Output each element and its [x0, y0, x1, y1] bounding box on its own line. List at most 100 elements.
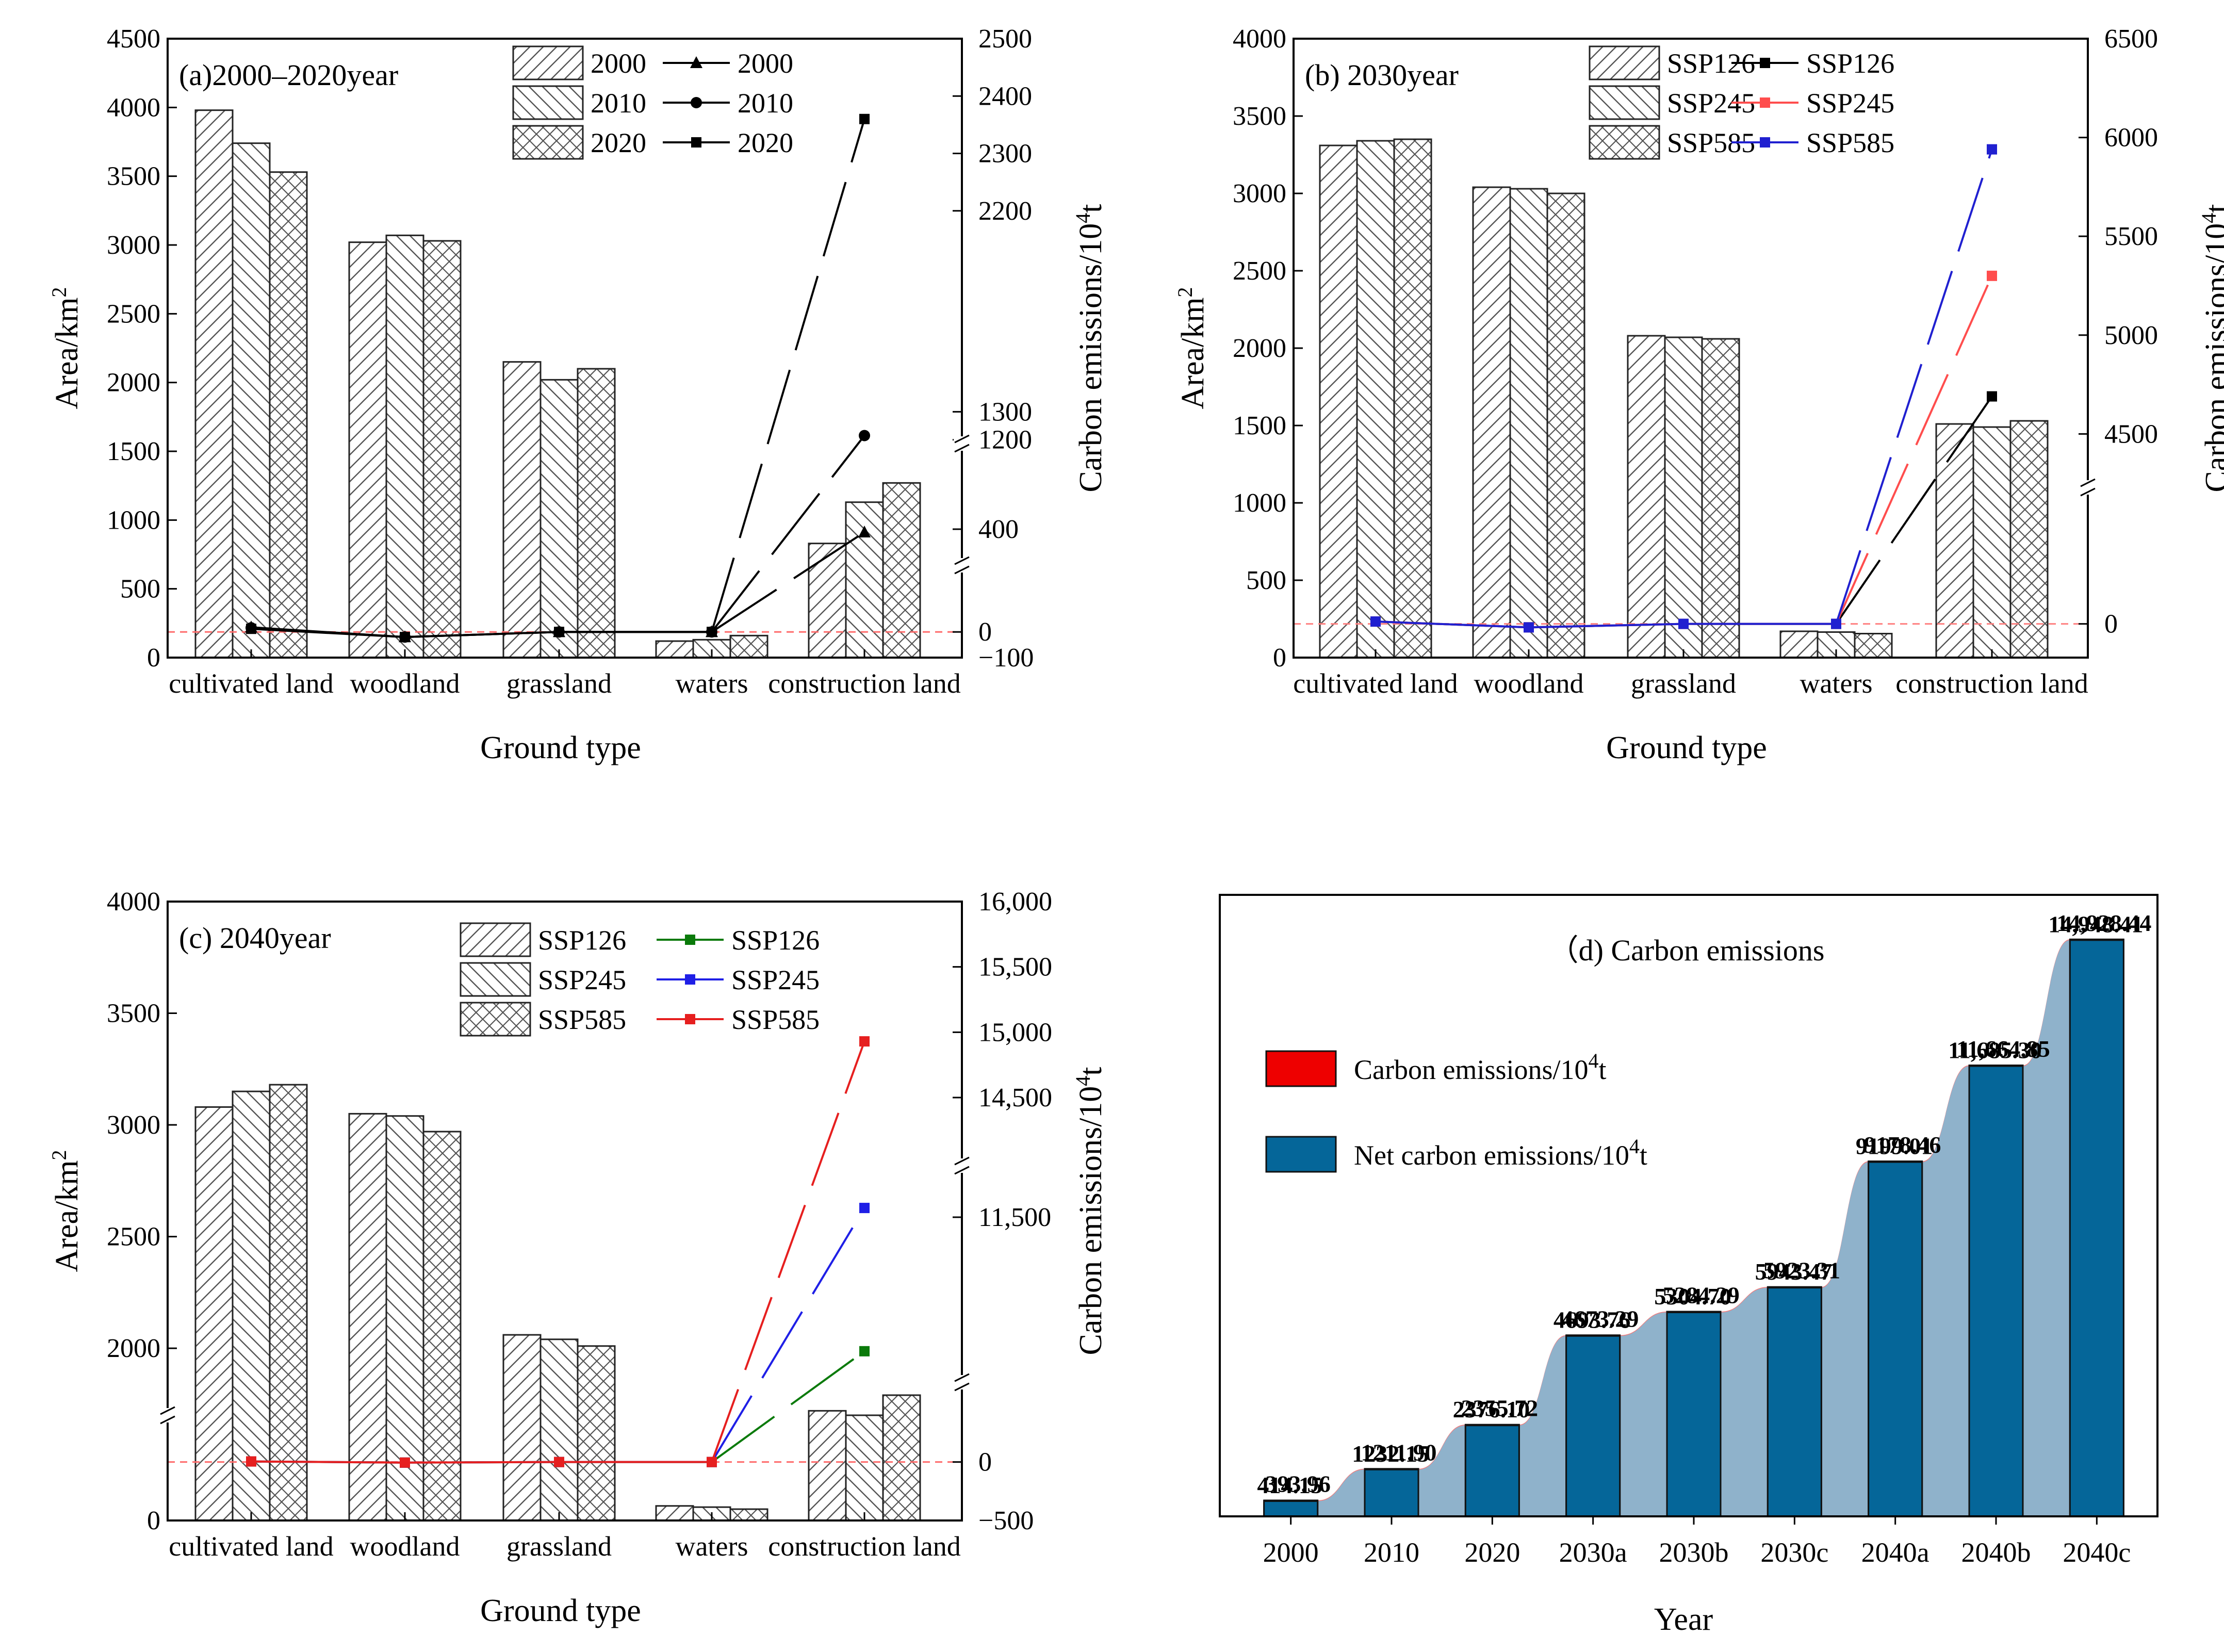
panel-d-net-value-label: 9178.46: [1864, 1132, 1941, 1158]
panel-b-ytick-label: 500: [1246, 566, 1286, 595]
panel-b-bar-3-2: [1854, 633, 1893, 659]
panel-c-legend-swatch: [460, 922, 531, 957]
panel-a-point-2-1: [400, 632, 410, 643]
panel-a-bar-4-1: [845, 501, 884, 659]
panel-b-legend-label: SSP126: [1806, 48, 1894, 79]
panel-d-category-label: 2000: [1263, 1537, 1319, 1568]
panel-b-bar-3-0: [1779, 630, 1819, 659]
panel-b-bar-0-0: [1319, 144, 1358, 659]
panel-d-net-value-label: 2355.72: [1461, 1395, 1539, 1421]
panel-b-ytick-label: 2500: [1233, 256, 1286, 286]
panel-a-y2tick-label: 2200: [978, 197, 1032, 226]
panel-b-bar-4-2: [2009, 420, 2049, 659]
panel-a-title: (a)2000–2020year: [179, 58, 398, 92]
panel-d-net-value-label: 5923.31: [1763, 1257, 1841, 1284]
panel-d-category-label: 2040c: [2063, 1537, 2131, 1568]
panel-a-ytick-label: 1500: [107, 437, 160, 466]
panel-c-y-axis-title-sup: 2: [47, 1150, 71, 1160]
panel-a-bar-1-0: [348, 241, 387, 659]
panel-d-net-bar-0: [1263, 1500, 1319, 1517]
panel-b-y2tick-label: 6500: [2104, 24, 2158, 54]
panel-a-bar-0-2: [269, 171, 308, 659]
panel-c-point-2-2: [554, 1457, 564, 1467]
panel-c-line-2: [251, 1460, 712, 1464]
panel-d-category-label: 2030c: [1760, 1537, 1828, 1568]
panel-d-net-value-label: 1211.90: [1361, 1439, 1437, 1465]
panel-a-ytick-label: 0: [147, 643, 160, 673]
panel-a-category-label: woodland: [350, 668, 460, 699]
panel-a-point-2-2: [554, 627, 564, 637]
panel-d-net-bar-5: [1767, 1287, 1822, 1517]
panel-a-y2tick-label: −100: [978, 643, 1034, 673]
panel-d-net-value-label: 11,664.85: [1956, 1036, 2050, 1062]
panel-c-legend-label: SSP585: [731, 1004, 820, 1035]
panel-c-x-axis-title: Ground type: [480, 1593, 641, 1628]
panel-c-point-2-4: [859, 1036, 870, 1047]
panel-a-y2break-1-mark2: [954, 444, 970, 453]
panel-d-legend-label-0-sup: 4: [1589, 1049, 1599, 1072]
panel-c-point-1-4: [859, 1203, 870, 1214]
panel-a-point-0-4: [858, 525, 871, 537]
panel-a-bar-3-2: [729, 634, 768, 659]
panel-d-net-value-label: 393.96: [1265, 1471, 1331, 1497]
panel-a-frame: [167, 38, 963, 659]
panel-c-legend-label: SSP245: [731, 964, 820, 995]
panel-c-chart: 0 2000 2500 3000 3500 4000 −500 0 11,500 14,500 15…: [47, 887, 1108, 1628]
panel-b-category-label: cultivated land: [1293, 668, 1458, 699]
panel-c-y2tick-label: 0: [978, 1448, 992, 1477]
panel-d-category-label: 2040b: [1961, 1537, 2031, 1568]
panel-c-line-2-jump: [711, 1041, 865, 1463]
panel-d-frame: [1219, 894, 2158, 1517]
panel-b-category-label: waters: [1800, 668, 1873, 699]
panel-b-ytick-label: 3500: [1233, 102, 1286, 131]
panel-b-line-2-jump: [1835, 149, 1993, 625]
panel-b-legend-label: SSP245: [1806, 88, 1894, 119]
panel-a-bar-1-2: [422, 240, 462, 659]
panel-a-legend-label: 2000: [738, 48, 793, 79]
panel-a-y2-axis-title-sup: 4: [1071, 213, 1094, 223]
panel-a-y2tick-label: 0: [978, 617, 992, 647]
panel-c-legend-label: SSP126: [731, 925, 820, 956]
panel-d-legend-swatch-1: [1265, 1136, 1337, 1173]
panel-c-legend-label: SSP245: [538, 964, 626, 995]
panel-c-category-label: cultivated land: [169, 1531, 333, 1562]
panel-a-legend-label: 2020: [591, 127, 646, 158]
panel-c-ytick-label: 2000: [107, 1334, 160, 1363]
panel-d-net-value-label: 14,928.44: [2056, 910, 2151, 936]
panel-a-y-axis-title-text: Area/km: [50, 298, 85, 410]
panel-c-line-0-jump: [711, 1350, 865, 1463]
panel-c-y-axis-title: Area/km2: [47, 1150, 85, 1272]
panel-d-emissions-value-label: 4693.76: [1553, 1307, 1631, 1333]
panel-a-bar-2-1: [539, 379, 579, 659]
panel-d-legend-label-0-text: Carbon emissions/10: [1354, 1054, 1589, 1085]
panel-b-line-2: [1375, 620, 1836, 629]
panel-c-y2tick-label: 11,500: [978, 1203, 1051, 1232]
panel-b-y-axis-title-sup: 2: [1173, 287, 1197, 298]
panel-a-y2tick-label: 2500: [978, 24, 1032, 54]
panel-d-net-bar-3: [1565, 1335, 1621, 1517]
panel-a-legend-marker: [691, 97, 702, 108]
panel-c-title: (c) 2040year: [179, 921, 331, 955]
panel-b-point-2-4: [1987, 144, 1997, 155]
panel-d-emissions-value-label: 9199.01: [1856, 1133, 1933, 1159]
panel-b-bar-2-0: [1627, 335, 1666, 659]
panel-c-line-1-jump: [711, 1207, 865, 1463]
panel-c-ytick-label: 2500: [107, 1222, 160, 1252]
panel-c-bar-1-1: [385, 1115, 424, 1522]
panel-c-bar-0-0: [194, 1106, 234, 1522]
panel-a-legend-label: 2010: [738, 88, 793, 119]
panel-a-category-label: construction land: [768, 668, 960, 699]
panel-b-y2tick-label: 4500: [2104, 419, 2158, 449]
panel-b-legend-marker: [1760, 97, 1770, 108]
panel-b-y2-axis-title-text: Carbon emissions/10: [2199, 223, 2224, 493]
panel-d-emissions-value-label: 14,948.41: [2048, 911, 2143, 937]
panel-c-bar-1-2: [422, 1131, 462, 1522]
panel-c-ytick-label: 3000: [107, 1110, 160, 1140]
panel-d-emissions-value-label: 5943.47: [1755, 1258, 1833, 1285]
panel-a-legend-swatch: [512, 45, 584, 80]
panel-c-point-2-0: [246, 1456, 256, 1467]
panel-b-y2tick-label: 5500: [2104, 222, 2158, 251]
panel-a-ytick-label: 3500: [107, 162, 160, 191]
panel-c-y-axis-title-text: Area/km: [50, 1160, 85, 1272]
